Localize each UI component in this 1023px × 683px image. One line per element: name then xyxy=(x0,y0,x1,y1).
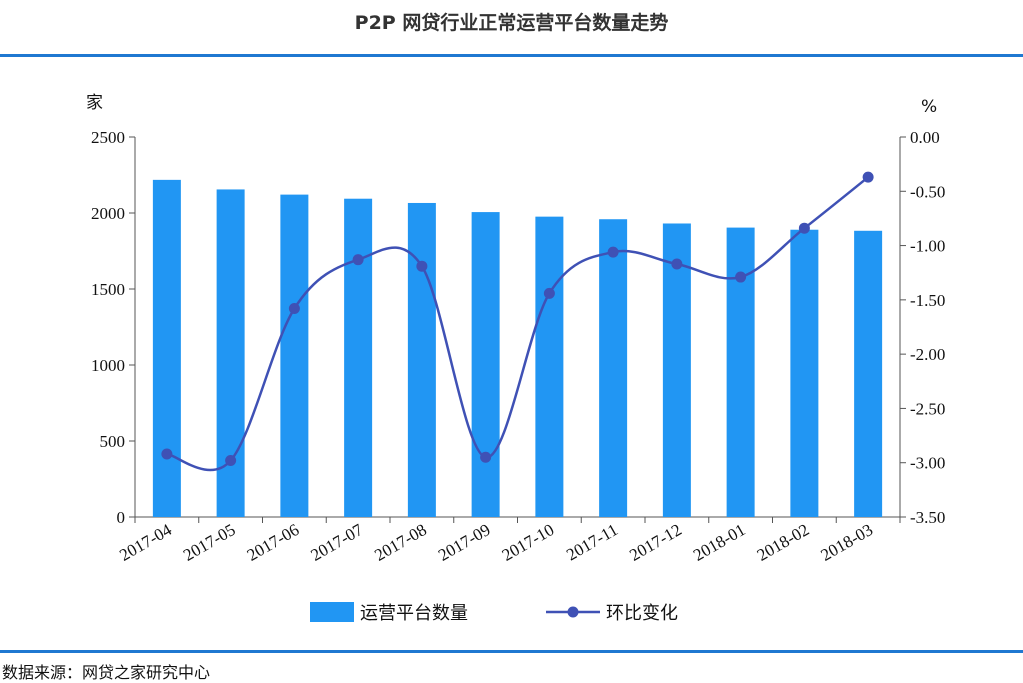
right-tick-label: -1.00 xyxy=(910,237,945,256)
line-point-2017-06 xyxy=(288,303,300,315)
line-point-2017-09 xyxy=(480,451,492,463)
right-tick-label: -2.00 xyxy=(910,345,945,364)
legend-bar-label: 运营平台数量 xyxy=(360,603,468,624)
x-tick-label: 2018-02 xyxy=(754,520,813,565)
x-tick-label: 2017-05 xyxy=(180,520,239,565)
bar-2018-03 xyxy=(854,230,883,517)
data-source: 数据来源：网贷之家研究中心 xyxy=(2,663,211,682)
bar-2018-02 xyxy=(790,229,819,517)
left-tick-label: 500 xyxy=(100,432,126,451)
bar-2017-06 xyxy=(280,194,309,517)
line-point-2017-11 xyxy=(607,246,619,258)
left-tick-label: 2500 xyxy=(91,128,125,147)
right-tick-label: -1.50 xyxy=(910,291,945,310)
left-tick-label: 1000 xyxy=(91,356,125,375)
right-axis-unit: % xyxy=(921,97,937,117)
line-series-path xyxy=(166,176,869,472)
line-point-2017-07 xyxy=(352,254,364,266)
right-tick-label: -2.50 xyxy=(910,399,945,418)
line-point-2017-08 xyxy=(416,260,428,272)
chart-title: P2P 网贷行业正常运营平台数量走势 xyxy=(354,12,669,34)
x-tick-label: 2017-07 xyxy=(308,520,367,565)
bar-2017-09 xyxy=(471,212,500,517)
left-tick-label: 1500 xyxy=(91,280,125,299)
bar-2017-12 xyxy=(662,223,691,517)
bar-2017-07 xyxy=(344,198,373,517)
right-tick-label: -3.50 xyxy=(910,508,945,527)
left-tick-label: 2000 xyxy=(91,204,125,223)
x-tick-label: 2017-10 xyxy=(499,520,558,565)
left-tick-label: 0 xyxy=(117,508,126,527)
line-point-2018-02 xyxy=(798,222,810,234)
x-tick-label: 2017-09 xyxy=(435,520,494,565)
line-point-2017-10 xyxy=(543,287,555,299)
right-tick-label: -3.00 xyxy=(910,454,945,473)
bar-2018-01 xyxy=(726,227,755,518)
top-divider xyxy=(0,54,1023,57)
line-point-2017-12 xyxy=(671,258,683,270)
bar-2017-11 xyxy=(599,219,628,517)
line-point-2017-05 xyxy=(225,455,237,467)
bar-2017-10 xyxy=(535,216,564,517)
x-tick-label: 2017-12 xyxy=(626,520,685,565)
x-tick-label: 2017-11 xyxy=(563,520,621,564)
bar-2017-08 xyxy=(407,202,436,517)
right-tick-label: 0.00 xyxy=(910,128,940,147)
line-point-2018-01 xyxy=(735,271,747,283)
bottom-divider xyxy=(0,650,1023,653)
legend-line-label: 环比变化 xyxy=(606,603,678,624)
right-tick-label: -0.50 xyxy=(910,182,945,201)
legend-bar-swatch xyxy=(310,602,354,622)
line-point-2017-04 xyxy=(161,448,173,460)
x-tick-label: 2018-03 xyxy=(818,520,877,565)
left-axis-unit: 家 xyxy=(86,93,103,113)
x-tick-label: 2017-06 xyxy=(244,520,303,565)
x-tick-label: 2018-01 xyxy=(690,520,749,565)
legend-line-marker xyxy=(567,606,579,618)
x-tick-label: 2017-04 xyxy=(116,520,175,565)
bar-2017-04 xyxy=(152,179,181,517)
line-point-2018-03 xyxy=(862,171,874,183)
x-tick-label: 2017-08 xyxy=(371,520,430,565)
